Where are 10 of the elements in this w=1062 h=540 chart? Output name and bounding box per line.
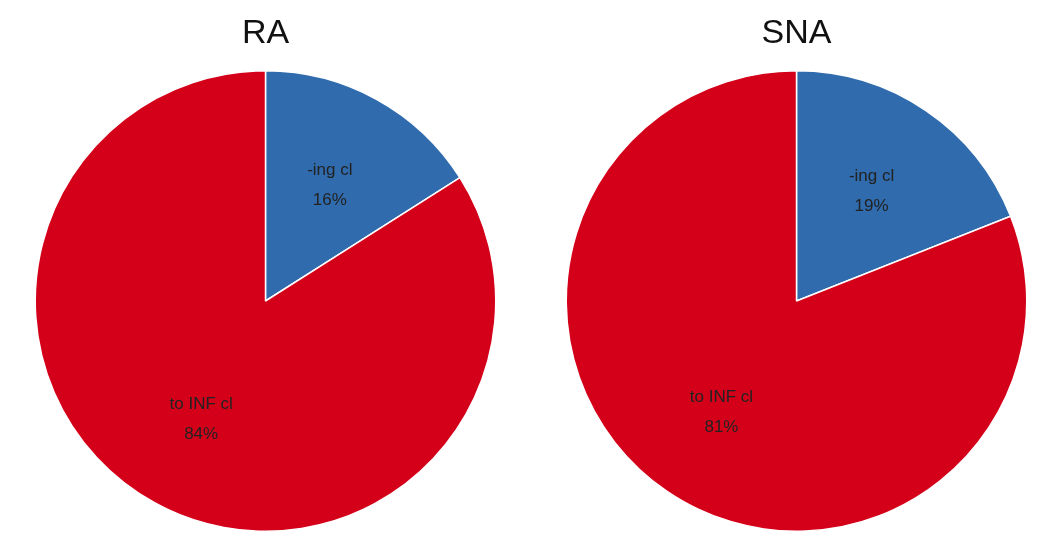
slice-label: to INF cl [689,387,754,407]
chart-title: RA [240,12,291,51]
chart-title: SNA [760,12,833,51]
data-label: 19% [854,196,889,216]
data-label: 16% [312,189,347,209]
slice-label: -ing cl [307,159,353,179]
slice-label: -ing cl [848,166,895,186]
data-label: 84% [184,423,219,443]
slice-label: to INF cl [169,393,233,413]
data-label: 81% [704,417,739,437]
